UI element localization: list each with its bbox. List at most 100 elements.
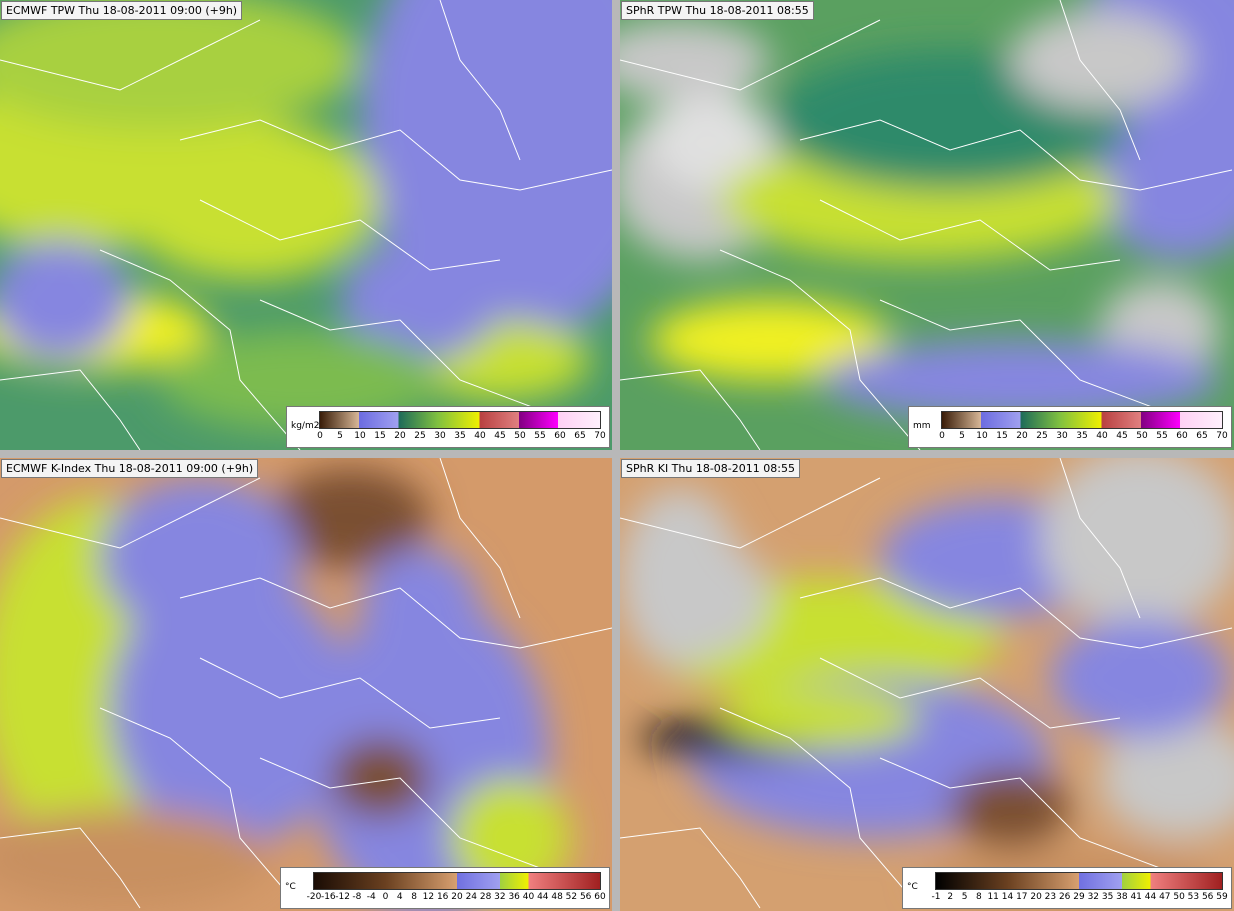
field-blob: [720, 688, 920, 748]
colorbar: mm 0 5 10 15 20 25 30 35 40 45 50 55 60 65 70: [908, 406, 1232, 448]
colorbar-tick: 25: [414, 431, 426, 441]
border: [0, 477, 261, 549]
colorbar-tick: 44: [1144, 892, 1157, 902]
border: [439, 458, 521, 619]
field-blob: [0, 240, 130, 360]
field-blob: [1040, 458, 1234, 628]
colorbar-tick: 55: [534, 431, 546, 441]
colorbar-tick: 50: [1136, 431, 1148, 441]
border: [799, 119, 1233, 191]
colorbar-tick: 4: [396, 892, 403, 902]
map-image: [620, 0, 1234, 450]
border: [259, 299, 541, 411]
colorbar-tick: 60: [554, 431, 566, 441]
colorbar-tick: 55: [1156, 431, 1168, 441]
borders: [0, 0, 612, 450]
colorbar-tick: 17: [1016, 892, 1028, 902]
field-blob: [0, 808, 270, 908]
panel-title: ECMWF TPW Thu 18-08-2011 09:00 (+9h): [1, 1, 243, 20]
colorbar-tick: 2: [947, 892, 954, 902]
colorbar-tick: 53: [1187, 892, 1200, 902]
colorbar-tick: 56: [1201, 892, 1214, 902]
colorbar: °C -20 -16 -12 -8 -4 0 4 8 12 16 20 24 28 32 36 40 44 48 52…: [280, 867, 610, 909]
field-blob: [1050, 618, 1230, 738]
colorbar-tick: 45: [494, 431, 506, 441]
colorbar-tick: 38: [1116, 892, 1128, 902]
colorbar-tick: 15: [996, 431, 1008, 441]
colorbar-tick: 65: [1196, 431, 1208, 441]
border: [620, 827, 761, 909]
field-blob: [160, 330, 440, 430]
colorbar-tick: -8: [352, 892, 362, 902]
colorbar-tick: 30: [434, 431, 446, 441]
border: [620, 477, 881, 549]
border: [259, 757, 541, 869]
map-panel: ECMWF TPW Thu 18-08-2011 09:00 (+9h) kg/m…: [0, 0, 612, 450]
colorbar-tick: 40: [522, 892, 535, 902]
field: [620, 458, 1234, 908]
colorbar-tick: 0: [317, 431, 323, 441]
border: [620, 369, 761, 450]
colorbar-tick: 23: [1044, 892, 1057, 902]
colorbar-tick: 36: [508, 892, 520, 902]
border: [99, 707, 301, 909]
colorbar-tick: 10: [354, 431, 366, 441]
field-blob: [270, 468, 430, 568]
field-blob: [120, 120, 380, 280]
border: [179, 119, 612, 191]
field-blob: [100, 478, 300, 638]
colorbar-tick: 50: [514, 431, 526, 441]
colorbar-tick: 16: [436, 892, 449, 902]
border: [819, 199, 1121, 271]
field-blob: [1010, 10, 1190, 110]
field: [0, 0, 612, 430]
colorbar-tick: 48: [551, 892, 563, 902]
colorbar-tick: 8: [976, 892, 982, 902]
colorbar-tick: 59: [1216, 892, 1228, 902]
colorbar-strip: [313, 872, 601, 890]
field: [620, 0, 1234, 420]
colorbar-tick: 5: [959, 431, 965, 441]
borders: [620, 458, 1233, 909]
colorbar-unit: °C: [907, 882, 918, 892]
colorbar-tick: 41: [1130, 892, 1142, 902]
border: [1059, 458, 1141, 619]
colorbar-tick: 47: [1159, 892, 1171, 902]
border: [879, 299, 1161, 411]
colorbar-tick: 45: [1116, 431, 1128, 441]
map-panel: SPhR TPW Thu 18-08-2011 08:55 mm 0 5 10 15 20 2…: [620, 0, 1234, 450]
colorbar-tick: 26: [1058, 892, 1071, 902]
colorbar: kg/m2 0 5 10 15 20 25 30 35 40 45 50 55 60 65 70: [286, 406, 610, 448]
field-blob: [620, 20, 770, 100]
colorbar-tick: 20: [394, 431, 406, 441]
colorbar-tick: 70: [1216, 431, 1228, 441]
colorbar-tick: 35: [454, 431, 466, 441]
border: [620, 19, 881, 91]
field-blob: [0, 0, 360, 130]
colorbar-tick: 70: [594, 431, 606, 441]
field-blob: [950, 768, 1070, 848]
colorbar-tick: -16: [320, 892, 336, 902]
colorbar: °C -1 2 5 8 11 14 17 20 23 26 29 32 35 38 41 44 47 50 53 56 5…: [902, 867, 1232, 909]
borders: [620, 0, 1233, 450]
colorbar-unit: mm: [913, 421, 931, 431]
field-blob: [620, 488, 740, 668]
border: [799, 577, 1233, 649]
colorbar-tick: 20: [1016, 431, 1028, 441]
colorbar-tick: -12: [335, 892, 350, 902]
colorbar-unit: °C: [285, 882, 296, 892]
border: [439, 0, 521, 161]
colorbar-tick: 12: [422, 892, 435, 902]
field-blob: [1100, 718, 1234, 838]
colorbar-tick: 60: [594, 892, 606, 902]
colorbar-tick: 32: [1087, 892, 1100, 902]
colorbar-strip: [941, 411, 1223, 429]
colorbar-strip: [319, 411, 601, 429]
colorbar-tick: 20: [1030, 892, 1042, 902]
colorbar-tick: 8: [411, 892, 417, 902]
colorbar-tick: 65: [574, 431, 586, 441]
colorbar-tick: 15: [374, 431, 386, 441]
colorbar-tick: 35: [1076, 431, 1088, 441]
border: [199, 657, 501, 729]
